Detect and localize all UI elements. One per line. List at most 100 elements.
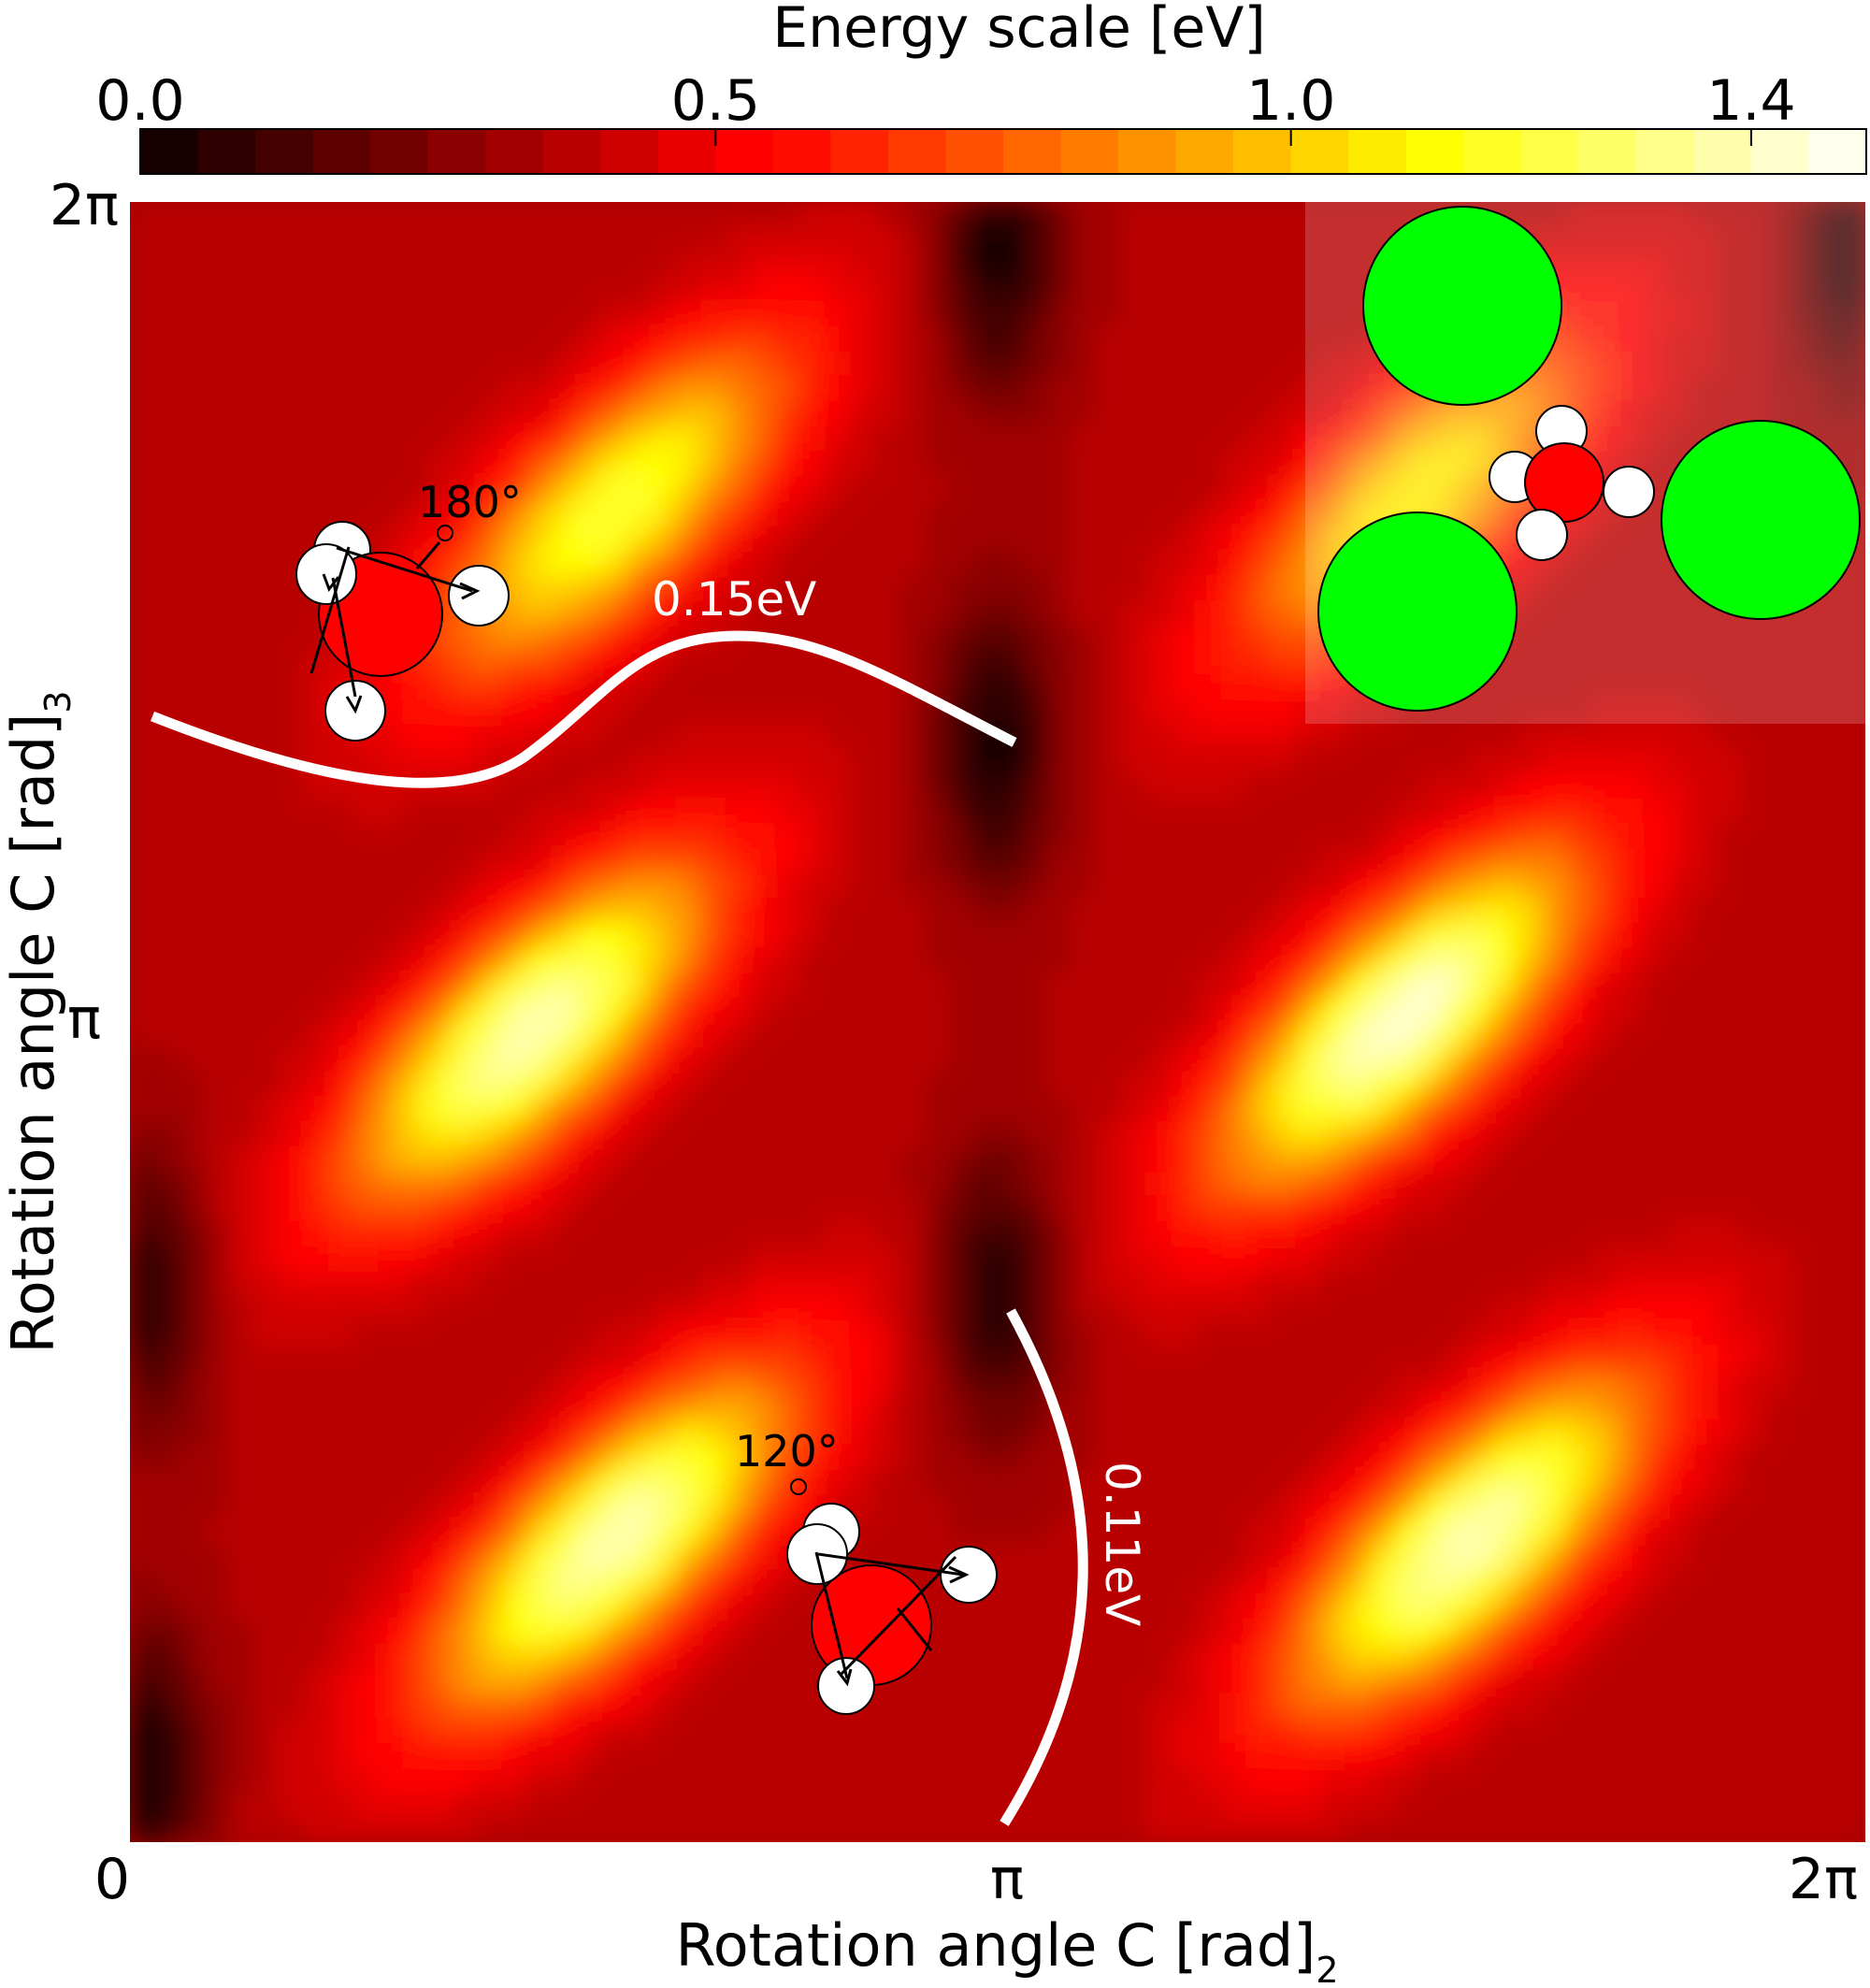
heatmap-cell [303,1693,329,1719]
heatmap-cell [998,325,1024,353]
heatmap-cell [1444,972,1470,999]
heatmap-cell [675,1667,701,1694]
heatmap-cell [873,1444,899,1471]
heatmap-cell [600,1544,627,1570]
heatmap-cell [130,947,156,973]
heatmap-cell [1220,1469,1246,1495]
heatmap-cell [1666,1319,1693,1347]
heatmap-cell [352,1096,379,1123]
heatmap-cell [1072,1345,1098,1371]
heatmap-cell [551,1593,578,1620]
heatmap-cell [1592,1171,1618,1197]
heatmap-cell [1270,724,1296,750]
heatmap-cell [650,823,677,849]
heatmap-cell [1543,1072,1569,1098]
heatmap-cell [1245,748,1272,775]
heatmap-cell [452,972,478,999]
heatmap-cell [798,947,826,973]
heatmap-cell [1543,1370,1569,1396]
heatmap-cell [1592,226,1618,252]
heatmap-cell [352,1667,379,1694]
hydrogen-atom [1516,509,1568,561]
heatmap-cell [427,1046,453,1073]
heatmap-cell [725,1394,751,1421]
heatmap-cell [1319,1444,1345,1471]
heatmap-cell [1642,574,1668,601]
heatmap-cell [229,1196,255,1222]
heatmap-cell [501,1568,528,1595]
heatmap-cell [1171,1519,1197,1545]
colorbar-level [657,129,716,174]
heatmap-cell [180,922,206,949]
heatmap-cell [303,1022,329,1048]
heatmap-cell [402,425,428,452]
heatmap-cell [1345,1419,1371,1446]
heatmap-cell [1791,1817,1817,1842]
heatmap-cell [1543,1544,1569,1570]
heatmap-cell [1691,1469,1718,1495]
heatmap-cell [279,1196,305,1222]
heatmap-cell [798,574,826,601]
heatmap-cell [1097,1469,1123,1495]
heatmap-cell [1716,400,1743,426]
heatmap-cell [650,1742,677,1769]
heatmap-cell [1765,1742,1792,1769]
heatmap-cell [725,1792,751,1819]
heatmap-cell [253,823,280,849]
heatmap-cell [650,872,677,899]
heatmap-cell [303,1046,329,1073]
heatmap-cell [1072,475,1098,501]
heatmap-cell [947,1022,974,1048]
heatmap-cell [1220,475,1246,501]
heatmap-cell [1146,1568,1172,1595]
heatmap-cell [452,1544,478,1570]
heatmap-cell [699,724,726,750]
heatmap-cell [1765,1718,1792,1744]
heatmap-cell [1815,276,1842,303]
heatmap-cell [1097,1246,1123,1272]
heatmap-cell [378,1693,404,1719]
heatmap-cell [402,400,428,426]
heatmap-cell [898,1817,925,1842]
heatmap-cell [180,276,206,303]
heatmap-cell [1121,1742,1147,1769]
heatmap-cell [774,525,800,551]
colorbar-level [830,129,889,174]
heatmap-cell [1121,699,1147,725]
heatmap-cell [130,649,156,675]
heatmap-cell [923,748,949,775]
heatmap-cell [998,499,1024,526]
heatmap-cell [1468,1544,1495,1570]
colorbar-level [1693,129,1752,174]
heatmap-cell [848,1394,875,1421]
heatmap-cell [1666,301,1693,327]
heatmap-cell [378,450,404,477]
heatmap-cell [279,1693,305,1719]
heatmap-cell [1840,1319,1865,1347]
heatmap-cell [130,1196,156,1222]
heatmap-cell [1468,1742,1495,1769]
heatmap-cell [427,1643,453,1669]
heatmap-cell [1345,972,1371,999]
heatmap-cell [947,872,974,899]
heatmap-cell [699,748,726,775]
heatmap-cell [180,1246,206,1272]
heatmap-cell [1716,1394,1743,1421]
heatmap-cell [1493,525,1519,551]
heatmap-cell [972,673,999,700]
heatmap-cell [452,1319,478,1347]
heatmap-cell [848,1270,875,1297]
heatmap-cell [600,1718,627,1744]
heatmap-cell [1121,376,1147,402]
heatmap-cell [1493,1519,1519,1545]
heatmap-cell [972,599,999,626]
heatmap-cell [303,1345,329,1371]
heatmap-cell [1418,1643,1446,1669]
heatmap-cell [824,1419,850,1446]
heatmap-cell [774,1767,800,1794]
heatmap-cell [130,847,156,874]
heatmap-cell [626,798,652,825]
heatmap-cell [279,525,305,551]
heatmap-cell [1493,1295,1519,1321]
heatmap-cell [1345,1171,1371,1197]
